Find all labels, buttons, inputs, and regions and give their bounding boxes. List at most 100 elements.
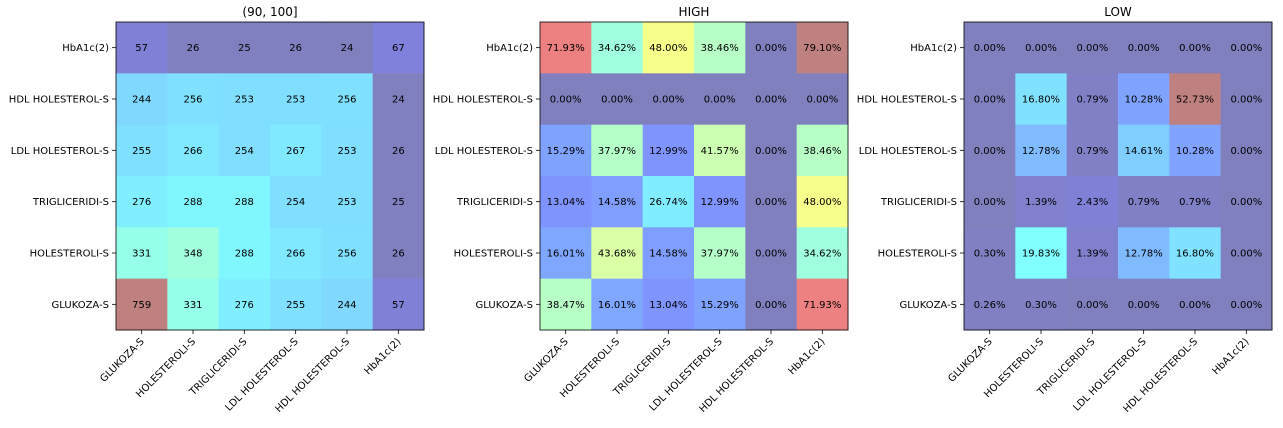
heatmap-cell	[372, 22, 425, 74]
cell-value-label: 276	[132, 197, 151, 208]
heatmap-cell	[321, 22, 374, 74]
cell-value-label: 0.00%	[1128, 43, 1160, 54]
cell-value-label: 0.00%	[1128, 300, 1160, 311]
heatmap-cell	[745, 227, 798, 280]
cell-value-label: 10.28%	[1176, 146, 1214, 157]
heatmap-cell	[591, 22, 644, 74]
heatmap-cell	[1015, 278, 1068, 331]
heatmap-cell	[218, 124, 271, 177]
y-tick-label: HOLESTEROLI-S	[30, 249, 109, 260]
cell-value-label: 0.79%	[1179, 197, 1211, 208]
cell-value-label: 48.00%	[803, 197, 841, 208]
heatmap-cell	[964, 22, 1016, 74]
cell-value-label: 26	[289, 43, 302, 54]
heatmap-cell	[1066, 73, 1119, 126]
cell-value-label: 348	[183, 249, 202, 260]
cell-value-label: 266	[286, 249, 305, 260]
heatmap-cell	[694, 124, 746, 177]
heatmap-cell	[642, 227, 695, 280]
heatmap-cell	[1169, 278, 1222, 331]
cell-value-label: 2.43%	[1076, 197, 1108, 208]
heatmap-cell	[1118, 176, 1170, 228]
cell-value-label: 0.00%	[652, 95, 684, 106]
heatmap-cell	[372, 227, 425, 280]
cell-value-label: 38.46%	[701, 43, 739, 54]
cell-value-label: 254	[286, 197, 305, 208]
cell-value-label: 1.39%	[1025, 197, 1057, 208]
heatmap-cell	[167, 73, 220, 126]
heatmap-cell	[642, 22, 695, 74]
cell-value-label: 67	[392, 43, 405, 54]
cell-value-label: 0.00%	[974, 95, 1006, 106]
cell-value-label: 13.04%	[649, 300, 687, 311]
cell-value-label: 52.73%	[1176, 95, 1214, 106]
cell-value-label: 0.00%	[1076, 43, 1108, 54]
cell-value-label: 0.30%	[974, 249, 1006, 260]
heatmap-cell	[1118, 73, 1170, 126]
cell-value-label: 0.30%	[1025, 300, 1057, 311]
heatmap-cell	[694, 278, 746, 331]
heatmap-cell	[167, 278, 220, 331]
heatmap-cell	[540, 278, 592, 331]
heatmap-cell	[1015, 176, 1068, 228]
cell-value-label: 14.58%	[598, 197, 636, 208]
y-tick-label: HbA1c(2)	[62, 43, 109, 54]
heatmap-cell	[167, 176, 220, 228]
heatmap-cell	[1066, 22, 1119, 74]
cell-value-label: 244	[132, 95, 151, 106]
heatmap-cell	[270, 176, 322, 228]
heatmap-cell	[116, 73, 168, 126]
cell-value-label: 12.99%	[701, 197, 739, 208]
heatmap-cell	[796, 227, 849, 280]
heatmap-cell	[1015, 22, 1068, 74]
cell-value-label: 0.00%	[704, 95, 736, 106]
cell-value-label: 0.00%	[974, 43, 1006, 54]
heatmap-cell	[116, 124, 168, 177]
heatmap-cell	[642, 73, 695, 126]
cell-value-label: 0.00%	[601, 95, 633, 106]
heatmap-cell	[540, 22, 592, 74]
heatmap-cell	[1169, 22, 1222, 74]
y-tick-label: TRIGLICERIDI-S	[32, 197, 109, 208]
panel-title: (90, 100]	[242, 5, 297, 19]
heatmap-cell	[964, 278, 1016, 331]
y-tick-label: LDL HOLESTEROL-S	[11, 146, 109, 157]
heatmap-cell	[1220, 73, 1273, 126]
cell-value-label: 34.62%	[803, 249, 841, 260]
heatmap-cell	[116, 176, 168, 228]
y-tick-label: HbA1c(2)	[910, 43, 957, 54]
y-tick-label: TRIGLICERIDI-S	[456, 197, 533, 208]
heatmap-cell	[1066, 176, 1119, 228]
y-tick-label: GLUKOZA-S	[476, 300, 533, 311]
heatmap-cell	[745, 22, 798, 74]
cell-value-label: 14.58%	[649, 249, 687, 260]
cell-value-label: 256	[337, 249, 356, 260]
heatmap-cell	[270, 278, 322, 331]
heatmap-cell	[540, 73, 592, 126]
cell-value-label: 759	[132, 300, 151, 311]
heatmap-cell	[1066, 227, 1119, 280]
cell-value-label: 0.00%	[550, 95, 582, 106]
heatmap-cell	[1066, 278, 1119, 331]
heatmap-cell	[540, 124, 592, 177]
heatmap-cell	[1066, 124, 1119, 177]
heatmap-cell	[694, 227, 746, 280]
cell-value-label: 10.28%	[1125, 95, 1163, 106]
heatmap-cell	[642, 124, 695, 177]
y-tick-label: HbA1c(2)	[486, 43, 533, 54]
heatmap-cell	[591, 124, 644, 177]
heatmap-cell	[1118, 227, 1170, 280]
heatmap-cell	[964, 176, 1016, 228]
panel-title: LOW	[1104, 5, 1132, 19]
heatmap-cell	[540, 227, 592, 280]
cell-value-label: 0.79%	[1076, 146, 1108, 157]
x-tick-label: HbA1c(2)	[363, 336, 404, 377]
heatmap-cell	[218, 22, 271, 74]
cell-value-label: 79.10%	[803, 43, 841, 54]
heatmap-cell	[694, 73, 746, 126]
cell-value-label: 288	[183, 197, 202, 208]
heatmap-cell	[745, 278, 798, 331]
heatmap-panel: (90, 100] 57 26 25 26 24 67 244 256 253 253 256 24 25…	[9, 5, 425, 415]
